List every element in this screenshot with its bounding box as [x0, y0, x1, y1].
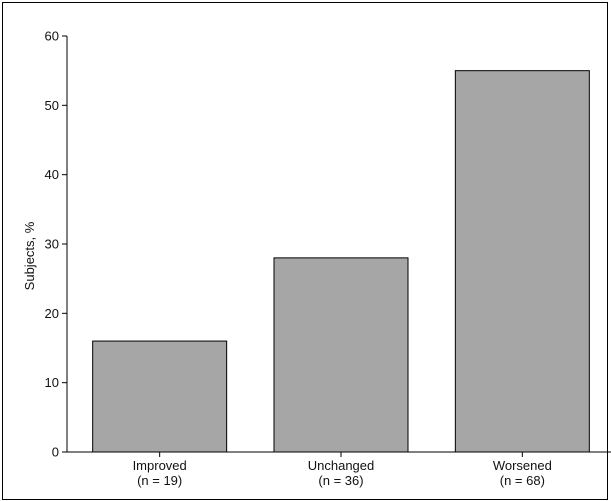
- category-label-unchanged: Unchanged: [308, 458, 375, 473]
- category-label-worsened: Worsened: [493, 458, 552, 473]
- y-tick-label-30: 30: [45, 237, 59, 252]
- bar-improved: [92, 340, 228, 453]
- bar-worsened: [454, 70, 590, 453]
- category-label-improved: Improved: [133, 458, 187, 473]
- y-tick-label-20: 20: [45, 306, 59, 321]
- y-tick-label-60: 60: [45, 29, 59, 44]
- y-tick-label-10: 10: [45, 375, 59, 390]
- category-count-unchanged: (n = 36): [318, 473, 363, 488]
- category-count-improved: (n = 19): [137, 473, 182, 488]
- bar-unchanged: [273, 257, 409, 453]
- y-tick-label-40: 40: [45, 167, 59, 182]
- category-count-worsened: (n = 68): [500, 473, 545, 488]
- y-tick-label-50: 50: [45, 98, 59, 113]
- y-tick-label-0: 0: [52, 445, 59, 460]
- y-axis-title: Subjects, %: [22, 221, 37, 290]
